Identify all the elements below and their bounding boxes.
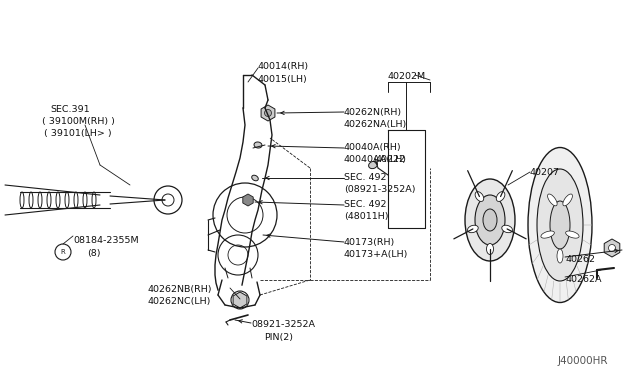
Text: (08921-3252A): (08921-3252A) <box>344 185 415 194</box>
Ellipse shape <box>486 244 493 254</box>
Text: J40000HR: J40000HR <box>558 356 609 366</box>
Ellipse shape <box>541 231 554 238</box>
Ellipse shape <box>496 192 505 202</box>
Text: 40040AA(LH): 40040AA(LH) <box>344 155 407 164</box>
Text: 40040A(RH): 40040A(RH) <box>344 143 402 152</box>
Text: 40262NA(LH): 40262NA(LH) <box>344 120 407 129</box>
Ellipse shape <box>502 225 513 233</box>
Text: R: R <box>61 249 65 255</box>
Ellipse shape <box>528 148 592 302</box>
Text: 40014(RH): 40014(RH) <box>258 62 309 71</box>
Ellipse shape <box>252 175 259 181</box>
Circle shape <box>264 109 271 116</box>
Text: PIN(2): PIN(2) <box>264 333 293 342</box>
Ellipse shape <box>563 194 572 206</box>
Text: 40202M: 40202M <box>388 72 426 81</box>
Text: (48011H): (48011H) <box>344 212 388 221</box>
Text: 08184-2355M: 08184-2355M <box>73 236 139 245</box>
Ellipse shape <box>465 179 515 261</box>
Ellipse shape <box>254 142 262 148</box>
Text: SEC.391: SEC.391 <box>50 105 90 114</box>
Text: 08921-3252A: 08921-3252A <box>251 320 315 329</box>
Text: ( 39100M(RH) ): ( 39100M(RH) ) <box>42 117 115 126</box>
Ellipse shape <box>369 161 378 169</box>
Ellipse shape <box>475 195 505 245</box>
Text: 40262NB(RH): 40262NB(RH) <box>148 285 212 294</box>
Text: 40015(LH): 40015(LH) <box>258 75 308 84</box>
Ellipse shape <box>475 192 484 202</box>
Ellipse shape <box>537 169 583 281</box>
Text: 40262A: 40262A <box>565 275 602 284</box>
Text: 40262NC(LH): 40262NC(LH) <box>148 297 211 306</box>
Text: SEC. 492: SEC. 492 <box>344 200 387 209</box>
Ellipse shape <box>550 201 570 249</box>
Circle shape <box>236 296 244 304</box>
Text: 40262: 40262 <box>565 255 595 264</box>
Text: SEC. 492: SEC. 492 <box>344 173 387 182</box>
Text: 40222: 40222 <box>375 155 405 164</box>
Ellipse shape <box>483 209 497 231</box>
Text: ( 39101(LH> ): ( 39101(LH> ) <box>44 129 111 138</box>
Text: (8): (8) <box>87 249 100 258</box>
Ellipse shape <box>566 231 579 238</box>
Ellipse shape <box>548 194 557 206</box>
Text: 40173+A(LH): 40173+A(LH) <box>344 250 408 259</box>
Text: 40262N(RH): 40262N(RH) <box>344 108 402 117</box>
Circle shape <box>609 244 616 251</box>
Ellipse shape <box>557 249 563 263</box>
Text: 40207: 40207 <box>530 168 560 177</box>
Text: 40173(RH): 40173(RH) <box>344 238 396 247</box>
Ellipse shape <box>468 225 478 233</box>
